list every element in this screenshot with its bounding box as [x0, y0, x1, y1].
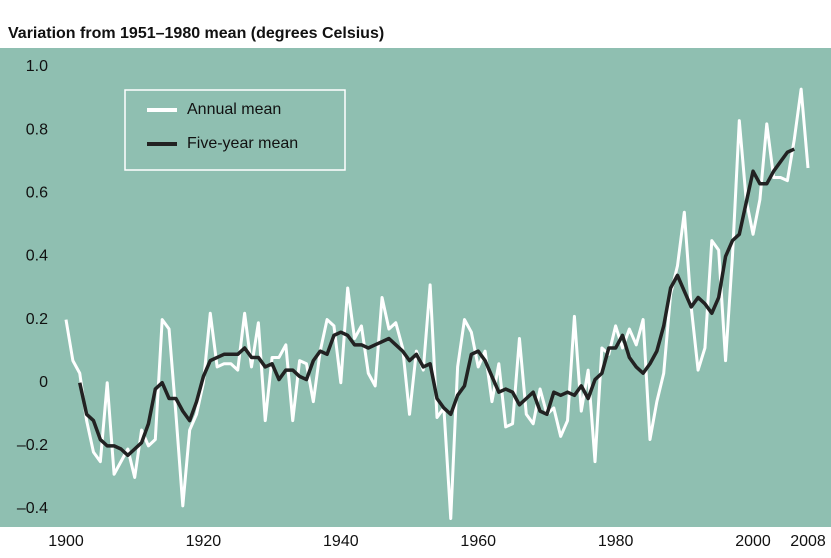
y-tick-label: 0.2 [26, 311, 48, 328]
x-tick-label: 1920 [186, 533, 222, 550]
y-tick-label: 0.4 [26, 248, 48, 265]
x-tick-label: 1900 [48, 533, 84, 550]
y-tick-label: –0.2 [17, 437, 48, 454]
chart-title: Variation from 1951–1980 mean (degrees C… [8, 25, 384, 42]
legend-label: Annual mean [187, 101, 281, 118]
series-line [78, 147, 795, 458]
series-line [64, 87, 810, 520]
x-tick-label: 2008 [790, 533, 826, 550]
x-tick-label: 1960 [460, 533, 496, 550]
y-tick-label: 0 [39, 374, 48, 391]
x-tick-label: 2000 [735, 533, 771, 550]
legend-label: Five-year mean [187, 135, 298, 152]
x-tick-label: 1940 [323, 533, 359, 550]
legend-box [124, 89, 346, 171]
y-tick-label: 1.0 [26, 58, 48, 75]
y-tick-label: 0.8 [26, 121, 48, 138]
y-tick-label: 0.6 [26, 185, 48, 202]
x-tick-label: 1980 [598, 533, 634, 550]
y-tick-label: –0.4 [17, 500, 48, 517]
